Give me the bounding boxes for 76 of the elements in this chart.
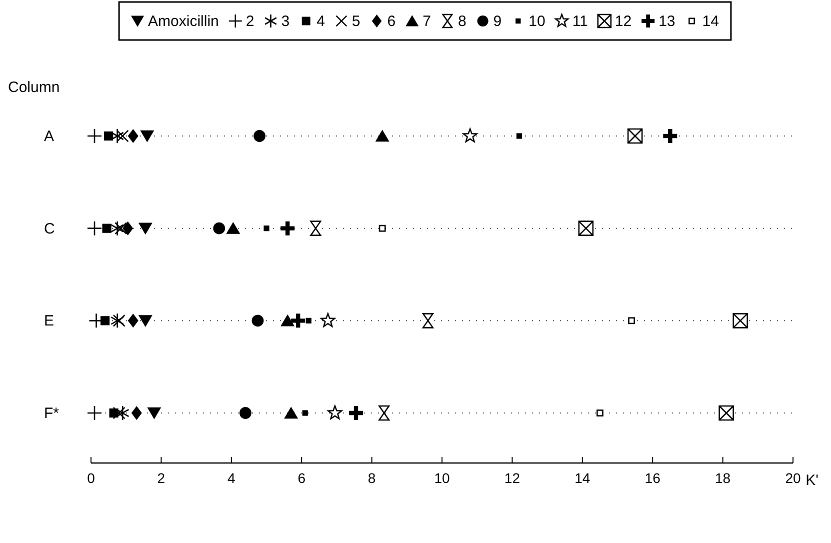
point xyxy=(147,407,162,420)
point xyxy=(596,410,604,416)
point xyxy=(328,405,342,420)
x-tick-label: 20 xyxy=(785,470,801,486)
y-axis-title: Column xyxy=(8,79,60,96)
point xyxy=(102,224,112,233)
point xyxy=(128,314,138,328)
point xyxy=(663,129,678,143)
point xyxy=(718,405,734,421)
point xyxy=(110,220,124,236)
point xyxy=(138,315,152,327)
point xyxy=(310,220,322,236)
point xyxy=(128,129,138,143)
point xyxy=(122,221,134,236)
legend-label: 3 xyxy=(281,13,290,30)
x-tick-label: 16 xyxy=(644,470,661,486)
point xyxy=(264,226,270,232)
point xyxy=(306,318,312,324)
point xyxy=(578,220,594,236)
legend-label: 4 xyxy=(316,13,325,30)
legend-label: 10 xyxy=(528,13,546,30)
point xyxy=(628,317,635,324)
point xyxy=(213,222,226,234)
point xyxy=(254,130,266,142)
x-tick-label: 4 xyxy=(228,470,236,486)
point xyxy=(516,133,522,139)
point xyxy=(320,313,336,327)
legend-label: 2 xyxy=(246,13,254,30)
point xyxy=(239,407,252,419)
y-tick-label: E xyxy=(44,312,54,330)
legend-label: 11 xyxy=(572,13,588,30)
x-tick-label: 10 xyxy=(434,470,450,486)
point xyxy=(291,314,306,328)
point xyxy=(280,221,295,236)
point xyxy=(114,222,128,235)
point xyxy=(86,220,102,236)
legend-label: 12 xyxy=(614,13,632,30)
x-tick-label: 0 xyxy=(87,470,96,486)
x-tick-label: 2 xyxy=(157,470,166,486)
legend-label: 9 xyxy=(493,13,502,30)
point xyxy=(86,128,102,144)
point xyxy=(375,130,390,142)
legend-label: Amoxicillin xyxy=(148,13,219,30)
legend-label: 13 xyxy=(658,13,676,30)
legend-label: 6 xyxy=(387,13,396,30)
point xyxy=(378,405,390,421)
legend-label: 14 xyxy=(702,13,719,30)
point xyxy=(349,406,364,420)
y-tick-label: C xyxy=(44,220,55,238)
point xyxy=(112,406,126,420)
x-tick-label: 6 xyxy=(298,470,306,486)
point xyxy=(422,313,434,328)
point xyxy=(732,313,748,328)
point xyxy=(226,222,240,234)
x-tick-label: 14 xyxy=(574,470,590,486)
point xyxy=(280,314,295,326)
point xyxy=(131,406,142,420)
point xyxy=(378,224,386,232)
x-tick-label: 12 xyxy=(504,470,520,486)
y-tick-label: A xyxy=(44,128,54,145)
legend-label: 5 xyxy=(352,13,360,30)
point xyxy=(284,406,298,419)
point xyxy=(138,222,152,235)
x-tick-label: 8 xyxy=(368,470,376,486)
point xyxy=(462,128,478,142)
y-tick-label: F* xyxy=(44,405,60,422)
x-tick-label: 18 xyxy=(715,470,731,486)
point xyxy=(86,405,102,421)
legend-label: 8 xyxy=(458,13,466,30)
point xyxy=(104,131,114,141)
point xyxy=(252,314,264,327)
point xyxy=(302,410,308,416)
point xyxy=(100,316,110,326)
point xyxy=(140,130,154,142)
x-axis-title: K' xyxy=(806,472,819,489)
legend-label: 7 xyxy=(422,13,431,30)
